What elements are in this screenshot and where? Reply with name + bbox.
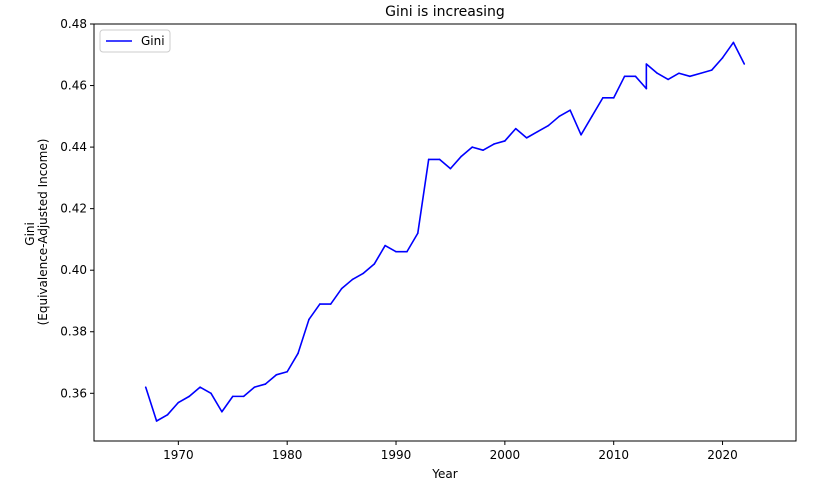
- data-point: [721, 57, 724, 59]
- data-point: [155, 420, 158, 422]
- data-point: [221, 410, 223, 413]
- data-point: [591, 115, 593, 118]
- x-axis: 1970 1980 1990 2000 2010 2020: [163, 441, 738, 462]
- x-tick-label: 2020: [707, 448, 738, 462]
- data-point: [166, 414, 169, 416]
- x-axis-label: Year: [431, 467, 457, 481]
- data-point: [264, 383, 267, 385]
- data-point: [286, 370, 288, 373]
- y-axis-label-line-1: Gini: [23, 222, 37, 246]
- data-point: [699, 72, 702, 75]
- data-point: [319, 303, 321, 305]
- y-tick-label: 0.38: [60, 325, 87, 339]
- data-point: [493, 143, 495, 145]
- y-tick-label: 0.44: [60, 140, 87, 154]
- data-point: [340, 287, 343, 290]
- x-tick-label: 1980: [272, 448, 303, 462]
- y-tick-label: 0.42: [60, 202, 87, 216]
- series-line-gini: [144, 41, 746, 422]
- data-point: [373, 263, 376, 265]
- legend-box: [99, 29, 171, 53]
- x-tick-label: 2010: [598, 448, 629, 462]
- data-point: [645, 87, 648, 90]
- x-tick-label: 2000: [490, 448, 521, 462]
- data-point: [242, 395, 245, 398]
- data-point: [580, 133, 582, 136]
- data-point: [177, 401, 180, 404]
- data-point: [308, 318, 310, 321]
- data-point: [612, 97, 615, 99]
- data-point: [514, 127, 517, 130]
- data-point: [460, 155, 463, 158]
- data-point: [678, 72, 680, 75]
- data-point: [427, 158, 430, 161]
- data-point: [525, 137, 528, 139]
- data-point: [569, 109, 571, 111]
- data-point: [297, 352, 299, 355]
- y-axis: 0.36 0.38 0.40 0.42 0.44 0.46 0.48: [60, 17, 94, 400]
- data-point: [395, 250, 397, 253]
- y-tick-label: 0.46: [60, 79, 87, 93]
- y-tick-label: 0.36: [60, 386, 87, 400]
- data-point: [482, 149, 484, 151]
- data-point: [210, 392, 212, 395]
- y-tick-label: 0.40: [60, 263, 87, 277]
- data-point: [351, 278, 354, 281]
- data-point: [416, 232, 419, 235]
- y-axis-label-line-2: (Equivalence-Adjusted Income): [36, 139, 50, 326]
- x-tick-label: 1970: [163, 448, 194, 462]
- data-point: [634, 75, 637, 78]
- chart-title: Gini is increasing: [385, 4, 505, 20]
- plot-area: [93, 23, 797, 442]
- data-point: [602, 97, 604, 99]
- data-point: [547, 124, 550, 127]
- data-point: [438, 158, 441, 161]
- data-point: [732, 41, 735, 44]
- data-point: [362, 272, 365, 275]
- data-point: [199, 386, 201, 388]
- data-point: [471, 146, 474, 148]
- data-point: [188, 395, 191, 398]
- data-point: [504, 140, 506, 142]
- data-point: [449, 167, 452, 170]
- data-point: [645, 63, 648, 65]
- data-point: [743, 63, 746, 65]
- data-point: [710, 69, 713, 71]
- data-point: [656, 72, 659, 75]
- y-axis-label: Gini (Equivalence-Adjusted Income): [23, 139, 50, 326]
- data-point: [231, 395, 234, 398]
- legend-label-gini: Gini: [141, 34, 165, 48]
- legend: Gini: [99, 29, 171, 53]
- data-point: [558, 115, 561, 118]
- data-point: [536, 130, 539, 133]
- data-point: [144, 386, 147, 388]
- data-point: [384, 244, 386, 247]
- data-point: [623, 75, 626, 78]
- data-point: [329, 303, 332, 305]
- data-point: [275, 374, 278, 376]
- y-tick-label: 0.48: [60, 17, 87, 31]
- plot-marks: [144, 41, 746, 422]
- x-tick-label: 1990: [381, 448, 412, 462]
- data-point: [689, 75, 691, 78]
- data-point: [253, 386, 256, 388]
- data-point: [667, 78, 669, 81]
- data-point: [406, 250, 408, 253]
